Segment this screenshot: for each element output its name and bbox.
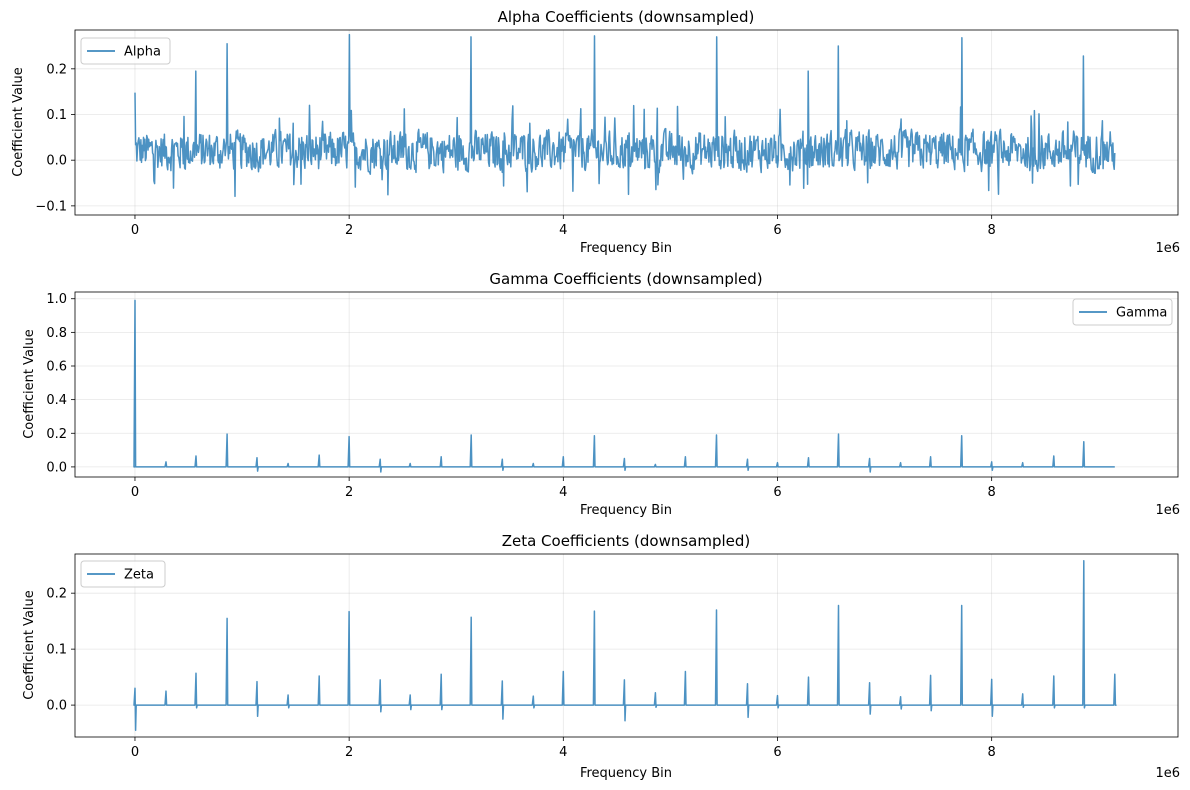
alpha-x-tick-label: 8 <box>988 223 996 238</box>
gamma-legend-box <box>1072 298 1173 326</box>
alpha-y-tick-label: 0.2 <box>46 62 67 77</box>
alpha-x-tick-label: 0 <box>131 223 139 238</box>
gamma-series-line <box>133 299 1115 473</box>
alpha-plot-frame <box>74 29 1179 216</box>
zeta-grid <box>75 554 1178 737</box>
gamma-x-tick-label: 2 <box>345 485 353 500</box>
alpha-legend: Alpha <box>80 37 171 65</box>
gamma-line <box>133 299 1115 473</box>
alpha-x-tick-label: 4 <box>559 223 567 238</box>
zeta-x-tick-label: 6 <box>773 745 781 760</box>
alpha-legend-label: Alpha <box>124 45 161 60</box>
zeta-x-tick-label: 2 <box>345 745 353 760</box>
gamma-y-tick-label: 0.8 <box>46 326 67 341</box>
alpha-x-axis-label: Frequency Bin <box>580 241 672 256</box>
gamma-plot-frame <box>74 291 1179 478</box>
gamma-x-multiplier: 1e6 <box>1155 503 1180 518</box>
alpha-panel: Alpha Coefficients (downsampled) 0 2 4 6 8 −0… <box>11 8 1180 256</box>
alpha-y-axis-label: Coefficient Value <box>11 67 26 177</box>
zeta-line <box>133 559 1117 732</box>
gamma-y-tick-label: 0.6 <box>46 360 67 375</box>
zeta-x-multiplier: 1e6 <box>1155 766 1180 781</box>
alpha-y-tick-label: 0.1 <box>46 108 67 123</box>
zeta-plot-frame <box>74 553 1179 738</box>
gamma-y-tick-label: 0.2 <box>46 427 67 442</box>
gamma-y-tick-label: 1.0 <box>46 292 67 307</box>
zeta-x-tick-label: 4 <box>559 745 567 760</box>
zeta-y-axis-label: Coefficient Value <box>22 590 37 700</box>
gamma-x-tick-label: 6 <box>773 485 781 500</box>
alpha-x-tick-label: 6 <box>773 223 781 238</box>
zeta-panel: Zeta Coefficients (downsampled) 0 2 4 6 8 0.0… <box>22 532 1180 781</box>
gamma-y-tick-label: 0.0 <box>46 460 67 475</box>
gamma-x-tick-label: 4 <box>559 485 567 500</box>
gamma-grid <box>75 292 1178 477</box>
zeta-y-tick-label: 0.2 <box>46 587 67 602</box>
alpha-y-tick-label: 0.0 <box>46 154 67 169</box>
gamma-title: Gamma Coefficients (downsampled) <box>489 270 762 288</box>
gamma-x-axis-label: Frequency Bin <box>580 503 672 518</box>
zeta-y-tick-label: 0.1 <box>46 643 67 658</box>
alpha-line <box>134 33 1116 198</box>
zeta-x-tick-label: 0 <box>131 745 139 760</box>
gamma-panel: Gamma Coefficients (downsampled) 0 2 4 6 8 0.… <box>22 270 1180 518</box>
zeta-legend-label: Zeta <box>124 568 154 583</box>
alpha-ticks: 0 2 4 6 8 −0.1 0.0 0.1 0.2 <box>35 62 995 238</box>
gamma-x-tick-label: 0 <box>131 485 139 500</box>
alpha-y-tick-label: −0.1 <box>35 199 67 214</box>
alpha-title: Alpha Coefficients (downsampled) <box>498 8 755 26</box>
gamma-x-tick-label: 8 <box>988 485 996 500</box>
gamma-legend: Gamma <box>1072 298 1173 326</box>
zeta-legend: Zeta <box>80 560 166 588</box>
alpha-series-line <box>134 33 1116 198</box>
zeta-x-tick-label: 8 <box>988 745 996 760</box>
alpha-x-tick-label: 2 <box>345 223 353 238</box>
alpha-grid <box>75 30 1178 215</box>
zeta-legend-box <box>80 560 166 588</box>
gamma-ticks: 0 2 4 6 8 0.0 0.2 0.4 0.6 0.8 1.0 <box>46 292 995 500</box>
alpha-x-multiplier: 1e6 <box>1155 241 1180 256</box>
zeta-series-line <box>133 559 1117 732</box>
zeta-ticks: 0 2 4 6 8 0.0 0.1 0.2 <box>46 587 995 760</box>
gamma-legend-label: Gamma <box>1116 306 1167 321</box>
gamma-y-tick-label: 0.4 <box>46 393 67 408</box>
alpha-legend-box <box>80 37 171 65</box>
zeta-y-tick-label: 0.0 <box>46 699 67 714</box>
gamma-y-axis-label: Coefficient Value <box>22 329 37 439</box>
zeta-x-axis-label: Frequency Bin <box>580 766 672 781</box>
zeta-title: Zeta Coefficients (downsampled) <box>502 532 751 550</box>
